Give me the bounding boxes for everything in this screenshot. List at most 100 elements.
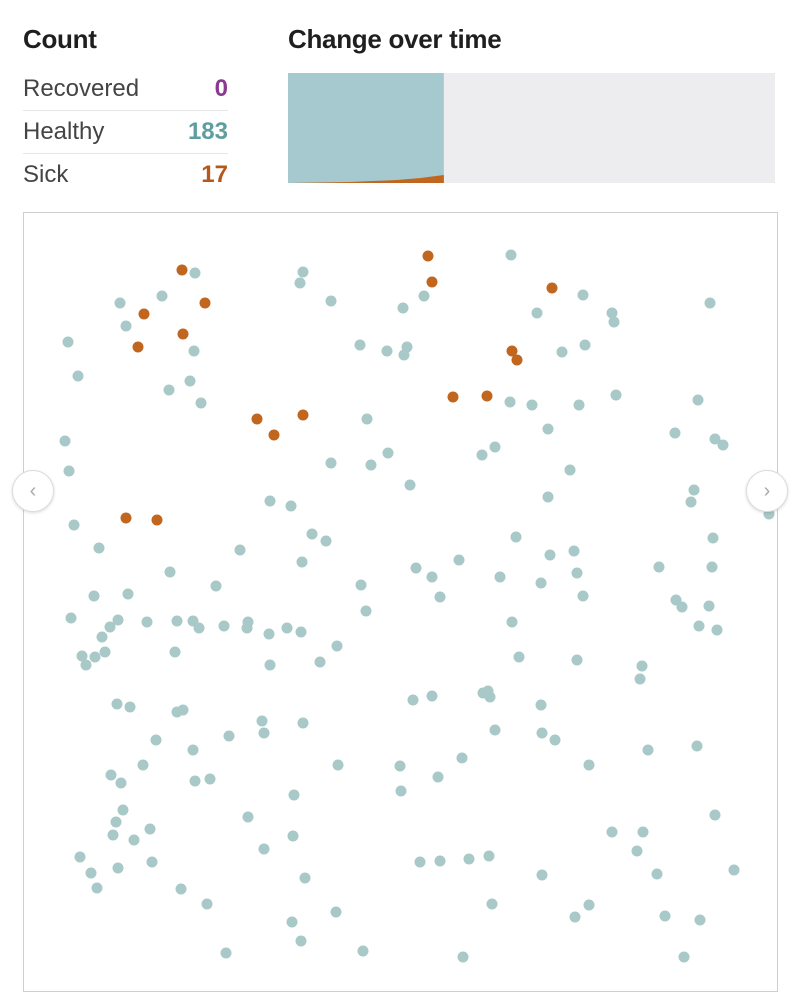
healthy-dot [104, 621, 116, 633]
sick-dot [120, 512, 132, 524]
healthy-dot [606, 307, 618, 319]
healthy-dot [434, 855, 446, 867]
healthy-dot [288, 789, 300, 801]
sick-dot [481, 390, 493, 402]
healthy-dot [120, 320, 132, 332]
healthy-dot [331, 640, 343, 652]
healthy-dot [320, 535, 332, 547]
healthy-dot [164, 566, 176, 578]
healthy-dot [573, 399, 585, 411]
healthy-dot [234, 544, 246, 556]
healthy-dot [381, 345, 393, 357]
healthy-dot [691, 740, 703, 752]
healthy-dot [484, 691, 496, 703]
healthy-dot [397, 302, 409, 314]
previous-button[interactable]: ‹ [12, 470, 54, 512]
count-value-sick: 17 [201, 161, 228, 188]
healthy-dot [709, 809, 721, 821]
chevron-right-icon: › [763, 480, 771, 502]
healthy-dot [669, 427, 681, 439]
sick-dot [506, 345, 518, 357]
sick-dot [138, 308, 150, 320]
change-over-time-chart [288, 73, 775, 183]
healthy-dot [188, 345, 200, 357]
healthy-dot [457, 951, 469, 963]
healthy-dot [296, 556, 308, 568]
healthy-dot [608, 316, 620, 328]
sick-dot [447, 391, 459, 403]
healthy-dot [112, 614, 124, 626]
healthy-dot [258, 727, 270, 739]
healthy-dot [91, 882, 103, 894]
healthy-dot [688, 484, 700, 496]
healthy-dot [241, 622, 253, 634]
healthy-dot [542, 423, 554, 435]
healthy-dot [510, 531, 522, 543]
healthy-dot [65, 612, 77, 624]
chevron-left-icon: ‹ [29, 480, 37, 502]
healthy-dot [111, 698, 123, 710]
healthy-dot [141, 616, 153, 628]
healthy-dot [659, 910, 671, 922]
healthy-dot [354, 339, 366, 351]
healthy-dot [59, 435, 71, 447]
sick-dot [297, 409, 309, 421]
healthy-dot [223, 730, 235, 742]
sick-dot [511, 354, 523, 366]
sick-dot [268, 429, 280, 441]
sick-dot [132, 341, 144, 353]
healthy-dot [506, 616, 518, 628]
sick-dot [177, 328, 189, 340]
healthy-dot [117, 804, 129, 816]
healthy-dot [564, 464, 576, 476]
healthy-dot [531, 307, 543, 319]
healthy-dot [634, 673, 646, 685]
healthy-dot [201, 898, 213, 910]
healthy-dot [535, 699, 547, 711]
count-label-healthy: Healthy [23, 118, 105, 145]
healthy-dot [463, 853, 475, 865]
healthy-dot [704, 297, 716, 309]
healthy-dot [330, 906, 342, 918]
simulation-dots [59, 249, 775, 963]
healthy-dot [258, 843, 270, 855]
healthy-dot [489, 724, 501, 736]
healthy-dot [325, 457, 337, 469]
healthy-dot [299, 872, 311, 884]
healthy-dot [494, 571, 506, 583]
healthy-dot [184, 375, 196, 387]
healthy-dot [193, 622, 205, 634]
sick-area [288, 175, 444, 183]
healthy-dot [453, 554, 465, 566]
healthy-dot [456, 752, 468, 764]
healthy-dot [242, 811, 254, 823]
healthy-dot [489, 441, 501, 453]
healthy-dot [325, 295, 337, 307]
healthy-dot [62, 336, 74, 348]
healthy-dot [631, 845, 643, 857]
healthy-dot [285, 500, 297, 512]
healthy-dot [707, 532, 719, 544]
healthy-dot [96, 631, 108, 643]
healthy-dot [505, 249, 517, 261]
healthy-dot [606, 826, 618, 838]
healthy-dot [711, 624, 723, 636]
healthy-dot [535, 577, 547, 589]
next-button[interactable]: › [746, 470, 788, 512]
healthy-dot [676, 601, 688, 613]
healthy-dot [642, 744, 654, 756]
healthy-dot [124, 701, 136, 713]
healthy-dot [357, 945, 369, 957]
healthy-dot [678, 951, 690, 963]
healthy-dot [89, 651, 101, 663]
healthy-dot [365, 459, 377, 471]
healthy-dot [709, 433, 721, 445]
count-row-recovered: Recovered 0 [23, 68, 228, 111]
healthy-dot [694, 914, 706, 926]
healthy-area [288, 73, 444, 183]
count-row-sick: Sick 17 [23, 154, 228, 196]
healthy-dot [637, 826, 649, 838]
change-over-time-heading: Change over time [288, 24, 502, 54]
healthy-dot [432, 771, 444, 783]
sick-dot [546, 282, 558, 294]
